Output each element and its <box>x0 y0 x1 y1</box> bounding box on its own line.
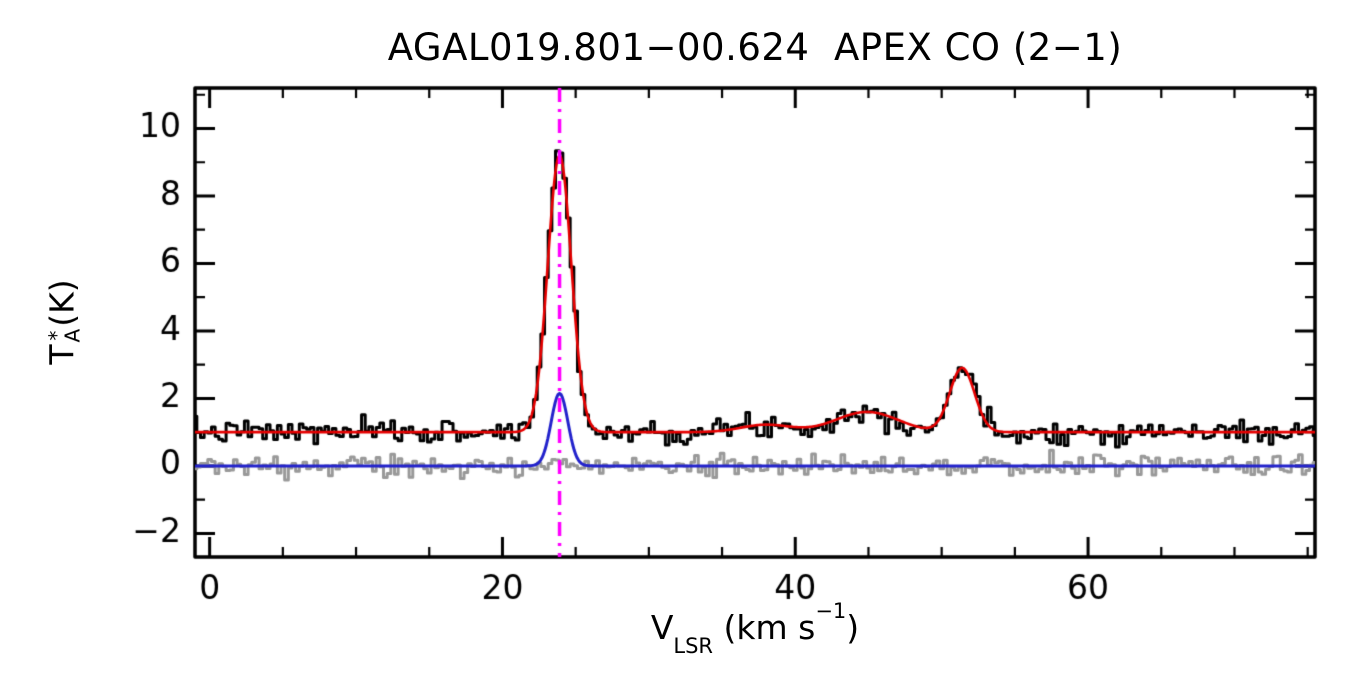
x-axis-label-subscript: LSR <box>673 633 714 658</box>
x-axis-label-close: ) <box>846 608 860 647</box>
plot-title: AGAL019.801−00.624 APEX CO (2−1) <box>387 26 1123 69</box>
y-axis-label-subscript: A <box>60 328 84 343</box>
x-axis-label-unit: (km s <box>713 608 816 647</box>
x-axis-label-base: V <box>650 608 674 647</box>
x-axis-label-exponent: −1 <box>815 599 847 623</box>
y-axis-label-base: T <box>42 344 82 365</box>
y-axis-label-scripts: * A <box>44 328 84 343</box>
x-axis-label: VLSR (km s−1) <box>195 599 1315 658</box>
y-axis-label-unit: (K) <box>42 279 82 327</box>
y-axis-label: T * A (K) <box>42 279 85 365</box>
